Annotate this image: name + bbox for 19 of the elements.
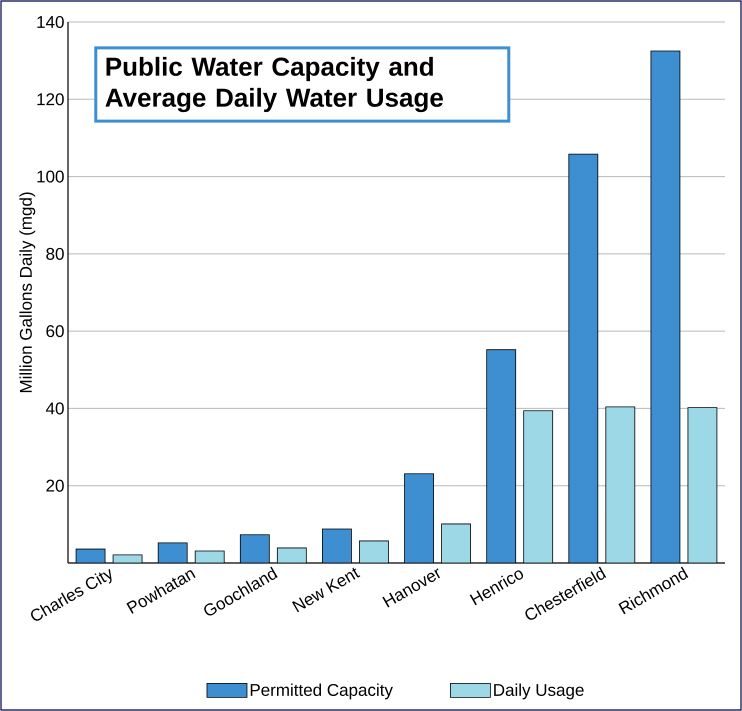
bar [523, 410, 554, 563]
y-tick-label: 100 [37, 170, 64, 183]
y-tick-label: 80 [46, 248, 64, 260]
x-tick-label: New Kent [292, 568, 360, 612]
bar [276, 548, 307, 563]
legend-label: Daily Usage [494, 684, 584, 700]
y-tick-label: 60 [46, 325, 64, 338]
y-tick-label: 20 [46, 480, 64, 492]
y-axis-title: Million Gallons Daily (mgd) [19, 192, 36, 392]
y-tick-label: 120 [37, 93, 64, 106]
bar [359, 540, 389, 563]
bar [441, 524, 471, 563]
bar [688, 407, 718, 563]
legend-label: Permitted Capacity [250, 684, 393, 700]
bar [195, 551, 224, 563]
bar [605, 406, 636, 563]
y-tick-label: 140 [37, 16, 64, 28]
y-tick-label: 40 [46, 402, 64, 414]
text: Public Water Capacity and Average Daily Water Usage [105, 56, 443, 112]
